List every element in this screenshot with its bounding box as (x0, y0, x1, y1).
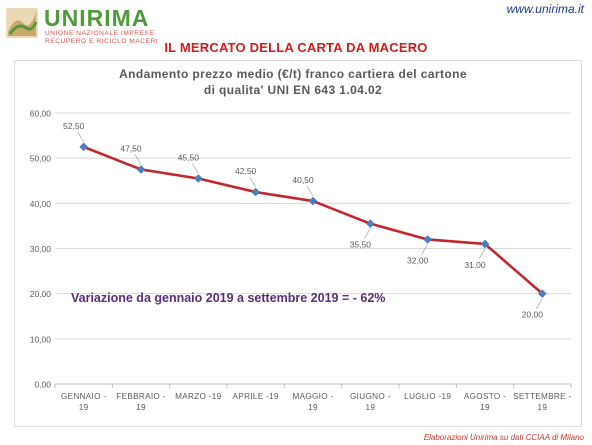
y-tick-label: 0,00 (34, 380, 51, 390)
y-tick-label: 60,00 (30, 109, 52, 119)
data-value-label: 40,50 (292, 175, 314, 185)
x-tick-label: FEBBRAIO -19 (116, 392, 165, 412)
x-tick-label: SETTEMBRE -19 (513, 392, 571, 412)
data-point-marker (308, 196, 318, 206)
data-point-marker (79, 142, 89, 152)
x-tick-label: AGOSTO -19 (464, 392, 506, 412)
data-label-leader (77, 131, 84, 143)
chart-title-line-2: di qualita' UNI EN 643 1.04.02 (204, 83, 382, 97)
data-point-marker (423, 235, 433, 244)
data-point-marker (136, 165, 146, 174)
y-tick-label: 20,00 (30, 289, 52, 299)
source-note: Elaborazioni Unirima su dati CCIAA di Mi… (423, 433, 584, 442)
data-label-leader (421, 244, 428, 255)
data-value-label: 31,00 (464, 260, 486, 270)
page-headline: IL MERCATO DELLA CARTA DA MACERO (164, 40, 428, 55)
data-label-leader (478, 248, 486, 260)
data-value-label: 20,00 (522, 310, 544, 320)
site-url-link[interactable]: www.unirima.it (506, 2, 584, 16)
y-tick-label: 50,00 (30, 154, 52, 164)
unirima-logo: UNIRIMA UNIONE NAZIONALE IMPRESE RECUPER… (6, 5, 158, 45)
x-tick-label: MARZO -19 (175, 392, 222, 401)
y-tick-label: 10,00 (30, 334, 52, 344)
data-value-label: 42,50 (235, 166, 257, 176)
x-tick-label: GIUGNO -19 (350, 392, 391, 412)
chart-frame: Andamento prezzo medio (€/t) franco cart… (14, 60, 582, 427)
data-label-leader (536, 298, 543, 309)
logo-subtitle-2: RECUPERO E RICICLO MACERI (45, 38, 158, 45)
x-tick-label: APRILE -19 (233, 392, 279, 401)
y-tick-label: 40,00 (30, 199, 52, 209)
logo-subtitle-1: UNIONE NAZIONALE IMPRESE (45, 30, 154, 37)
x-tick-label: MAGGIO -19 (292, 392, 333, 412)
data-value-label: 35,50 (350, 240, 372, 250)
x-tick-label: GENNAIO -19 (61, 392, 106, 412)
data-label-leader (192, 163, 199, 174)
variation-annotation: Variazione da gennaio 2019 a settembre 2… (71, 291, 385, 305)
data-value-label: 45,50 (178, 152, 200, 162)
data-point-marker (537, 289, 547, 299)
price-line-chart: Andamento prezzo medio (€/t) franco cart… (30, 67, 572, 412)
data-point-marker (365, 219, 375, 229)
data-value-label: 52,50 (63, 121, 85, 131)
series-line (83, 145, 544, 295)
data-label-leader (134, 154, 142, 165)
data-label-leader (306, 185, 314, 197)
data-value-label: 47,50 (120, 143, 142, 153)
data-label-leader (364, 228, 371, 239)
x-tick-label: LUGLIO -19 (404, 392, 451, 401)
logo-mark-icon (6, 8, 38, 38)
data-value-label: 32,00 (407, 255, 429, 265)
data-point-marker (193, 174, 203, 183)
logo-name: UNIRIMA (44, 5, 149, 31)
y-tick-label: 30,00 (30, 244, 52, 254)
data-label-leader (249, 176, 256, 188)
data-point-marker (480, 239, 490, 249)
chart-title-line-1: Andamento prezzo medio (€/t) franco cart… (119, 67, 467, 81)
data-point-marker (251, 187, 261, 197)
